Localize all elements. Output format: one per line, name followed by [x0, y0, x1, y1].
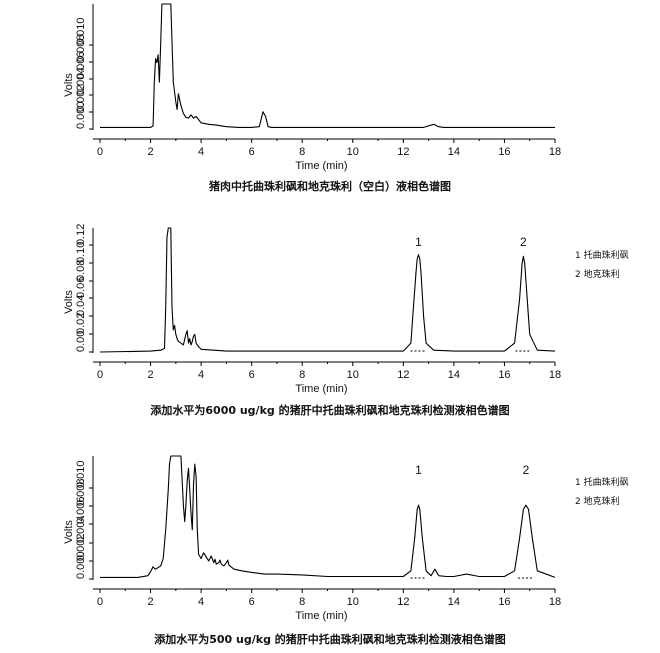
x-tick-label: 18	[549, 369, 561, 381]
x-tick-label: 14	[448, 146, 460, 158]
x-tick-label: 0	[97, 146, 103, 158]
x-tick-label: 4	[198, 596, 204, 608]
x-tick-label: 18	[549, 146, 561, 158]
x-tick-label: 14	[448, 369, 460, 381]
x-tick-label: 8	[299, 369, 305, 381]
legend-entry: 1 托曲珠利砜	[575, 249, 629, 261]
x-tick-label: 0	[97, 369, 103, 381]
x-tick-label: 10	[347, 146, 359, 158]
x-tick-label: 10	[347, 596, 359, 608]
y-tick-label: 0.008	[75, 34, 87, 62]
x-tick-label: 4	[198, 369, 204, 381]
legend-entry: 1 托曲珠利砜	[575, 476, 629, 488]
x-tick-label: 6	[249, 146, 255, 158]
chromatogram-trace	[99, 227, 556, 353]
x-axis-title: Time (min)	[295, 383, 347, 395]
x-tick-label: 0	[97, 596, 103, 608]
y-tick-label: 0.02	[75, 313, 87, 334]
y-tick-label: 0.08	[75, 260, 87, 281]
y-tick-label: 0.000	[75, 551, 87, 579]
peak-label: 2	[520, 235, 527, 249]
figure-caption: 添加水平为6000 ug/kg 的猪肝中托曲珠利砜和地克珠利检测液相色谱图	[150, 403, 509, 417]
x-tick-label: 16	[498, 369, 510, 381]
figure-caption: 添加水平为500 ug/kg 的猪肝中托曲珠利砜和地克珠利检测液相色谱图	[154, 632, 506, 646]
y-tick-label: 0.002	[75, 84, 87, 112]
y-axis-title: Volts	[63, 73, 75, 97]
x-tick-label: 10	[347, 369, 359, 381]
y-tick-label: 0.002	[75, 533, 87, 561]
x-tick-label: 12	[397, 596, 409, 608]
x-tick-label: 8	[299, 146, 305, 158]
x-tick-label: 8	[299, 596, 305, 608]
x-tick-label: 16	[498, 146, 510, 158]
chromatogram-trace	[100, 455, 556, 578]
y-tick-label: 0.004	[75, 67, 87, 95]
y-tick-label: 0.12	[75, 224, 87, 245]
y-tick-label: 0.00	[75, 331, 87, 352]
x-tick-label: 2	[147, 596, 153, 608]
x-tick-label: 6	[249, 596, 255, 608]
x-tick-label: 2	[147, 369, 153, 381]
y-axis-title: Volts	[63, 520, 75, 544]
legend-entry: 2 地克珠利	[575, 268, 620, 280]
x-axis-title: Time (min)	[295, 160, 347, 172]
y-tick-label: 0.006	[75, 51, 87, 79]
y-axis-title: Volts	[63, 290, 75, 314]
x-tick-label: 14	[448, 596, 460, 608]
y-tick-label: 0.006	[75, 496, 87, 524]
y-tick-label: 0.06	[75, 277, 87, 298]
y-tick-label: 0.04	[75, 295, 87, 316]
y-tick-label: 0.010	[75, 460, 87, 488]
chromatogram-panel-3: 0 2 4 6 8 10 12 14 16 180.0000.0020.0040.0060.008…	[63, 455, 629, 646]
y-tick-label: 0.10	[75, 242, 87, 263]
chromatogram-panel-1: 0 2 4 6 8 10 12 14 16 18 0.0000.0020.0040.0060.008…	[63, 3, 561, 193]
y-tick-label: 0.000	[75, 101, 87, 129]
x-tick-label: 18	[549, 596, 561, 608]
x-tick-label: 12	[397, 369, 409, 381]
x-tick-label: 2	[147, 146, 153, 158]
y-tick-label: 0.004	[75, 515, 87, 543]
x-tick-label: 4	[198, 146, 204, 158]
peak-label: 1	[415, 235, 422, 249]
chromatogram-panel-2: 0 2 4 6 8 10 12 14 16 180.000.020.040.060.080.100…	[63, 224, 629, 417]
peak-label: 1	[415, 463, 422, 477]
peak-label: 2	[523, 463, 530, 477]
x-tick-label: 12	[397, 146, 409, 158]
legend-entry: 2 地克珠利	[575, 495, 620, 507]
x-tick-label: 6	[249, 369, 255, 381]
figure-caption: 猪肉中托曲珠利砜和地克珠利（空白）液相色谱图	[208, 179, 451, 193]
chromatogram-trace	[100, 3, 555, 128]
y-tick-label: 0.010	[75, 17, 87, 45]
y-tick-label: 0.008	[75, 478, 87, 506]
x-axis-title: Time (min)	[295, 610, 347, 622]
x-tick-label: 16	[498, 596, 510, 608]
